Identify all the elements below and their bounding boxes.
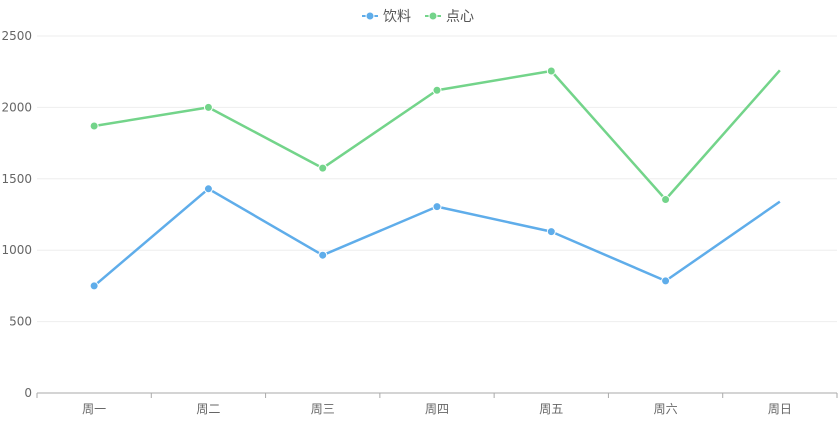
y-tick-label: 0 [24, 386, 32, 400]
data-point[interactable] [546, 66, 556, 76]
x-tick-label: 周三 [311, 402, 335, 416]
data-point[interactable] [203, 102, 213, 112]
x-tick-label: 周二 [196, 402, 220, 416]
data-point[interactable] [661, 195, 671, 205]
data-point[interactable] [661, 276, 671, 286]
y-tick-label: 1500 [1, 172, 32, 186]
legend-marker-icon [428, 11, 438, 21]
data-point[interactable] [318, 250, 328, 260]
grid-lines [37, 35, 837, 323]
data-point[interactable] [89, 121, 99, 131]
x-tick-label: 周一 [82, 402, 106, 416]
y-tick-label: 500 [9, 315, 32, 329]
legend-label: 饮料 [383, 9, 411, 25]
data-point[interactable] [318, 163, 328, 173]
y-tick-label: 2500 [1, 29, 32, 43]
data-point[interactable] [203, 184, 213, 194]
legend[interactable]: 饮料 点心 [362, 9, 474, 25]
x-tick-label: 周日 [768, 402, 792, 416]
data-point[interactable] [432, 85, 442, 95]
x-tick-label: 周六 [654, 402, 678, 416]
data-point[interactable] [432, 202, 442, 212]
axes: 0 500 1000 1500 2000 2500 周一 周二 周三 周四 周五 周六 周日 [1, 29, 838, 416]
legend-marker-icon [365, 11, 375, 21]
y-tick-label: 2000 [1, 100, 32, 114]
series-lines [89, 66, 781, 291]
y-tick-label: 1000 [1, 243, 32, 257]
x-tick-label: 周四 [425, 402, 449, 416]
legend-label: 点心 [446, 9, 474, 25]
legend-item[interactable]: 点心 [425, 9, 474, 25]
data-point[interactable] [89, 281, 99, 291]
x-tick-label: 周五 [539, 402, 563, 416]
data-point[interactable] [546, 227, 556, 237]
legend-item[interactable]: 饮料 [362, 9, 411, 25]
